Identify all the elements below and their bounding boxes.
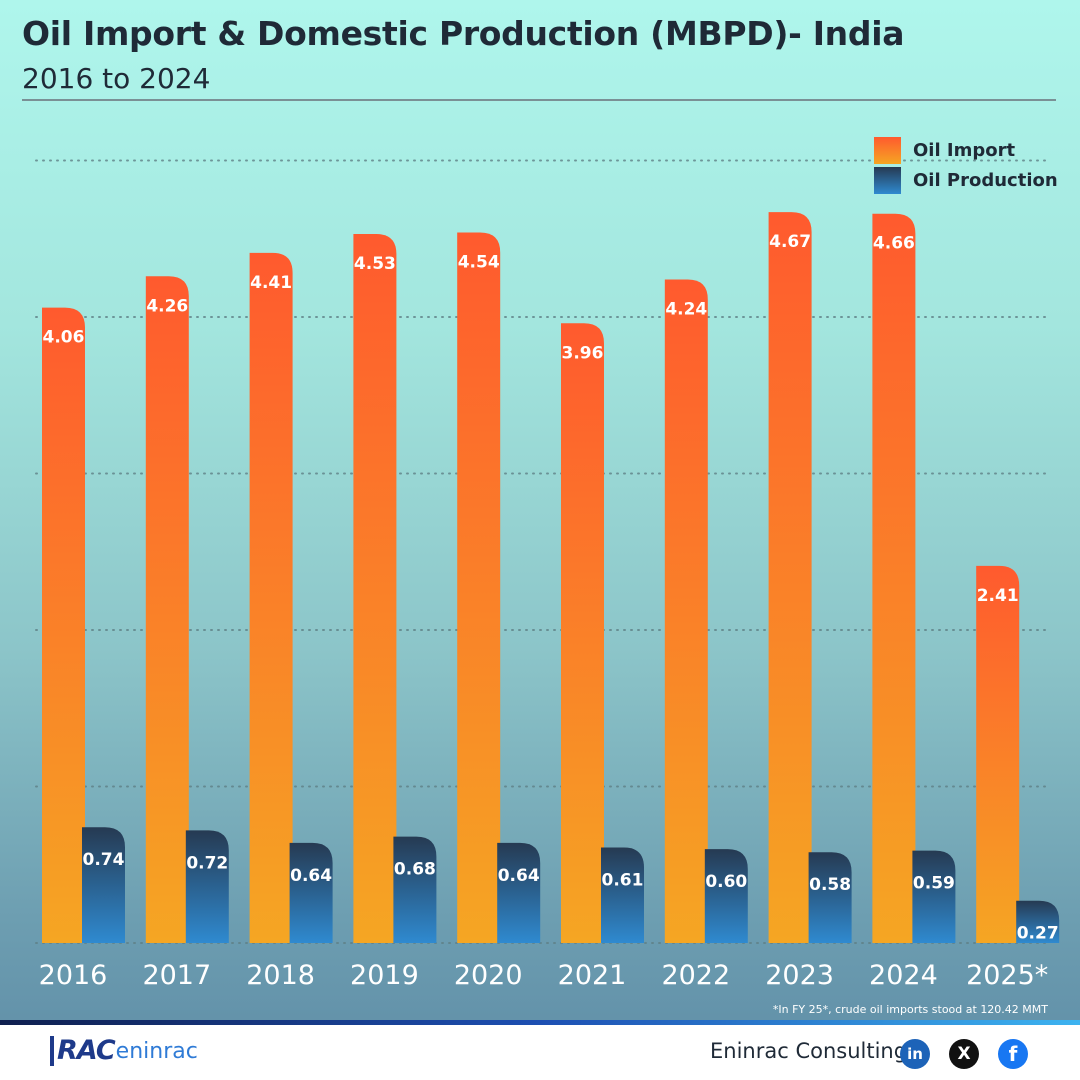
bar-import-2019 <box>353 234 397 943</box>
x-tick-2018: 2018 <box>246 960 315 991</box>
x-tick-2025*: 2025* <box>966 960 1048 991</box>
label-production-2024: 0.59 <box>913 874 955 894</box>
footer: RAC eninrac Eninrac Consulting in X f <box>0 1025 1080 1080</box>
bar-import-2022 <box>664 279 708 943</box>
x-tick-2022: 2022 <box>661 960 730 991</box>
bar-production-2025* <box>1016 900 1060 943</box>
label-import-2025*: 2.41 <box>977 586 1019 606</box>
chart-subtitle: 2016 to 2024 <box>22 62 211 95</box>
label-production-2025*: 0.27 <box>1017 924 1059 944</box>
label-import-2020: 4.54 <box>458 252 500 272</box>
label-production-2022: 0.60 <box>705 872 747 892</box>
bar-production-2019 <box>393 836 437 943</box>
bar-production-2024 <box>912 850 956 943</box>
logo-eninrac: eninrac <box>115 1038 198 1064</box>
title-divider <box>22 99 1056 101</box>
legend-item-import: Oil Import <box>874 135 1058 165</box>
bars <box>42 212 1060 944</box>
x-tick-2021: 2021 <box>558 960 627 991</box>
x-tick-2024: 2024 <box>869 960 938 991</box>
x-tick-2016: 2016 <box>39 960 108 991</box>
label-import-2016: 4.06 <box>43 328 85 348</box>
legend: Oil Import Oil Production <box>874 135 1058 195</box>
bar-production-2016 <box>82 827 125 943</box>
label-import-2022: 4.24 <box>665 299 707 319</box>
bar-import-2017 <box>145 276 189 943</box>
label-production-2018: 0.64 <box>290 866 332 886</box>
bar-import-2020 <box>457 232 501 944</box>
label-import-2023: 4.67 <box>769 232 811 252</box>
legend-swatch-production <box>874 166 901 194</box>
label-import-2017: 4.26 <box>146 296 188 316</box>
chart-title: Oil Import & Domestic Production (MBPD)-… <box>22 14 905 53</box>
linkedin-icon[interactable]: in <box>900 1039 930 1069</box>
legend-label-import: Oil Import <box>913 139 1016 161</box>
company-name: Eninrac Consulting <box>710 1039 908 1063</box>
label-production-2017: 0.72 <box>186 853 228 873</box>
bar-chart: 4.06 0.74 4.26 0.72 4.41 0.64 4.53 0.68 4.54 0.64… <box>35 159 1060 991</box>
label-import-2018: 4.41 <box>250 273 292 293</box>
bar-import-2018 <box>249 252 293 943</box>
bar-import-2016 <box>42 307 85 943</box>
x-tick-2020: 2020 <box>454 960 523 991</box>
x-tick-2017: 2017 <box>142 960 211 991</box>
label-production-2019: 0.68 <box>394 860 436 880</box>
label-import-2024: 4.66 <box>873 234 915 254</box>
legend-label-production: Oil Production <box>913 169 1058 191</box>
bar-production-2023 <box>808 852 852 943</box>
bar-production-2021 <box>601 847 644 943</box>
x-axis-ticks: 2016 2017 2018 2019 2020 2021 2022 2023 2024 2025… <box>39 960 1049 991</box>
eninrac-logo[interactable]: RAC eninrac <box>50 1036 198 1066</box>
bar-production-2022 <box>704 849 748 943</box>
label-import-2019: 4.53 <box>354 254 396 274</box>
bar-import-2025* <box>976 565 1020 943</box>
facebook-icon[interactable]: f <box>998 1039 1028 1069</box>
label-production-2021: 0.61 <box>602 871 644 891</box>
bar-import-2024 <box>872 213 916 943</box>
label-production-2023: 0.58 <box>809 875 851 895</box>
data-labels: 4.06 0.74 4.26 0.72 4.41 0.64 4.53 0.68 4.54 0.64… <box>43 232 1059 944</box>
bar-production-2018 <box>289 842 333 943</box>
bar-production-2017 <box>185 830 229 943</box>
label-production-2020: 0.64 <box>498 866 540 886</box>
x-tick-2023: 2023 <box>765 960 834 991</box>
footer-band <box>0 1020 1080 1025</box>
legend-swatch-import <box>874 136 901 164</box>
logo-rac: RAC <box>50 1036 116 1066</box>
legend-item-production: Oil Production <box>874 165 1058 195</box>
label-production-2016: 0.74 <box>83 850 125 870</box>
footnote: *In FY 25*, crude oil imports stood at 1… <box>772 1003 1048 1016</box>
label-import-2021: 3.96 <box>562 343 604 363</box>
bar-production-2020 <box>497 842 541 943</box>
x-tick-2019: 2019 <box>350 960 419 991</box>
bar-import-2023 <box>768 212 812 943</box>
x-icon[interactable]: X <box>949 1039 979 1069</box>
bar-import-2021 <box>561 323 604 943</box>
